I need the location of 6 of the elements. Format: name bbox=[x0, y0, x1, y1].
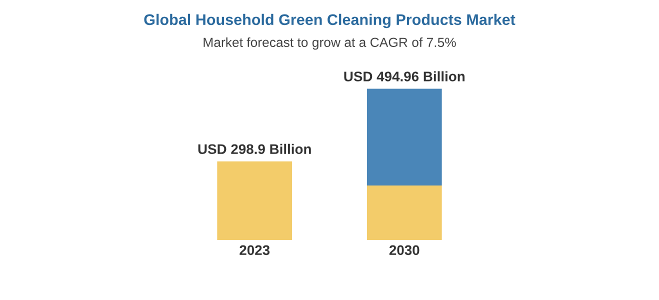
chart-subtitle: Market forecast to grow at a CAGR of 7.5% bbox=[204, 37, 456, 50]
total-label: USD 494.96 Billion bbox=[344, 71, 465, 82]
total-label: USD 298.9 Billion bbox=[198, 144, 311, 154]
chart-title: Global Household Green Cleaning Products Market bbox=[144, 14, 516, 28]
x-tick-label: 2023 bbox=[240, 245, 270, 256]
x-tick-label: 2030 bbox=[389, 245, 420, 256]
